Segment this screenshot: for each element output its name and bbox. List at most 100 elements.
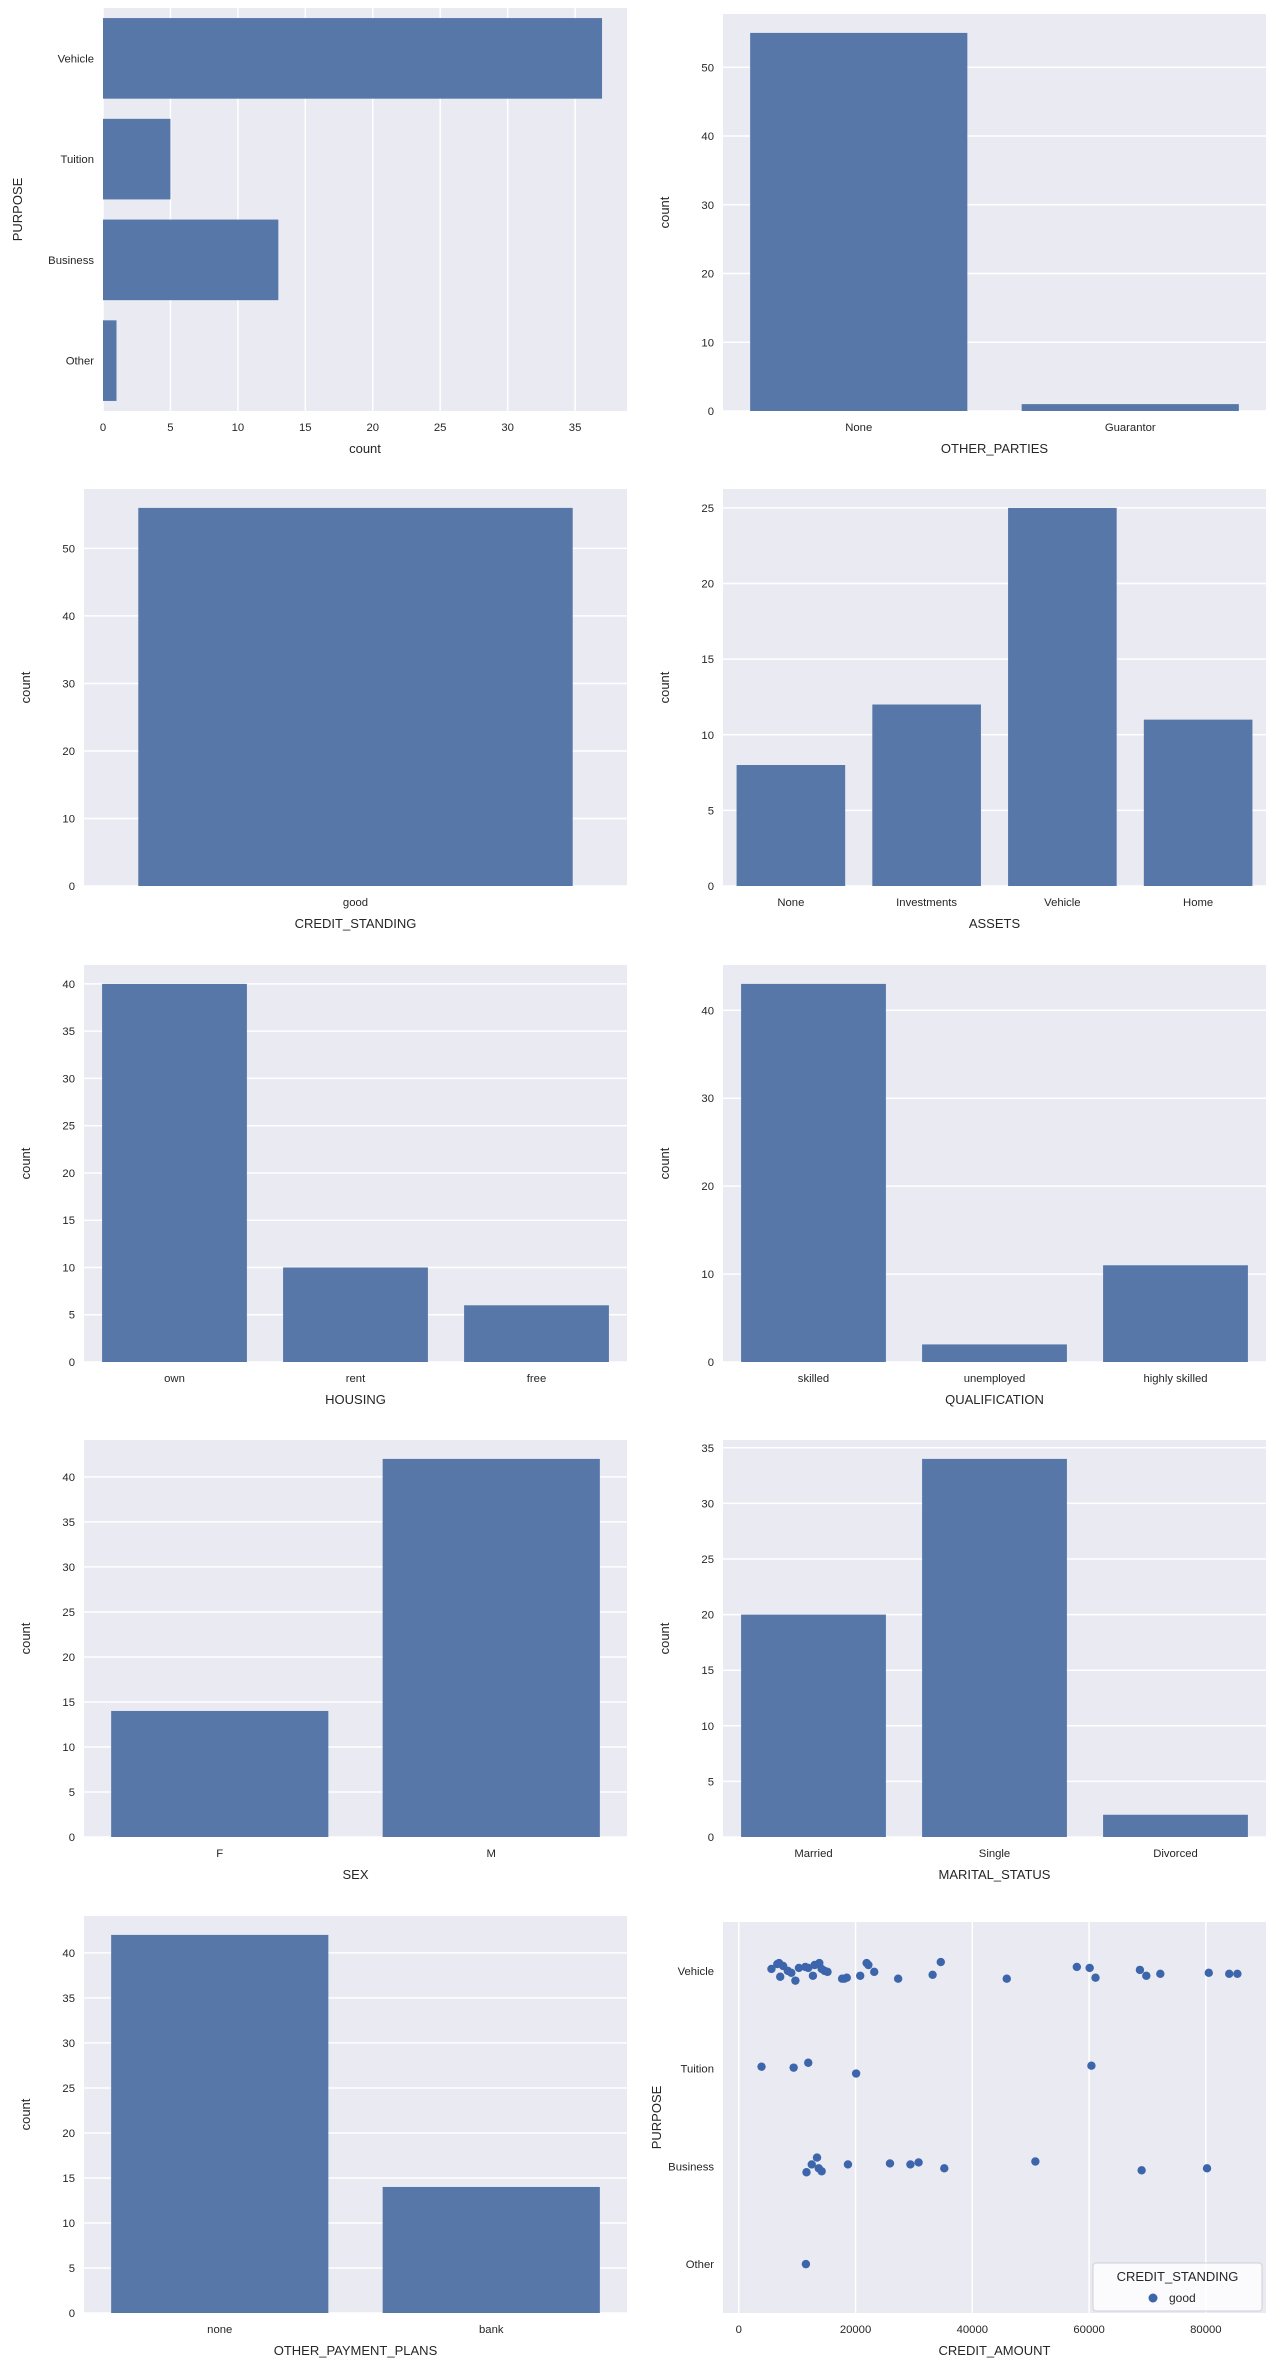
data-point-Business xyxy=(1202,2163,1212,2173)
bar-F xyxy=(111,1711,329,1838)
countplot-housing: 0 5 10 15 20 25 30 35 40 own rent free HOUSING count xyxy=(0,951,639,1426)
data-point-Business xyxy=(940,2163,949,2173)
data-point-Business xyxy=(906,2159,915,2169)
y-tick-label: 40 xyxy=(701,131,714,143)
x-axis-label: MARITAL_STATUS xyxy=(939,1867,1051,1882)
x-category-label: good xyxy=(343,897,368,909)
bar-None xyxy=(736,765,846,887)
data-point-Business xyxy=(802,2167,811,2177)
y-tick-label: 10 xyxy=(62,1742,75,1754)
y-tick-label: 15 xyxy=(62,2173,75,2185)
y-axis-label: count xyxy=(18,672,33,704)
y-tick-label: 15 xyxy=(701,655,714,667)
y-tick-label: 25 xyxy=(701,1554,714,1566)
y-tick-label: 50 xyxy=(62,544,75,556)
x-tick-label: 40000 xyxy=(957,2324,988,2336)
y-tick-label: 0 xyxy=(708,1357,714,1369)
x-tick-label: 0 xyxy=(100,422,106,434)
chart-canvas-assets: 0 5 10 15 20 25 None Investments Vehicle Home ASSE… xyxy=(657,489,1266,931)
x-tick-label: 80000 xyxy=(1190,2324,1221,2336)
bar-None xyxy=(750,32,968,412)
y-tick-label: 0 xyxy=(69,2308,75,2320)
y-tick-label: 30 xyxy=(62,2037,75,2049)
countplot-other-parties: 0 10 20 30 40 50 None Guarantor OTHER_PARTIES cou… xyxy=(639,0,1278,475)
data-point-Business xyxy=(1137,2165,1146,2175)
countplot-other-payment-plans: 0 5 10 15 20 25 30 35 40 none bank OTHER_PAYMENT_PL… xyxy=(0,1902,639,2377)
x-category-label: None xyxy=(845,422,872,434)
chart-canvas-purpose: 0 5 10 15 20 25 30 35 Vehicle Tuition Business Othe… xyxy=(10,8,627,456)
data-point-Vehicle xyxy=(1204,1968,1213,1977)
y-tick-label: 10 xyxy=(701,1721,714,1733)
y-tick-label: 0 xyxy=(708,406,714,418)
data-point-Vehicle xyxy=(1225,1969,1234,1978)
data-point-Vehicle xyxy=(936,1957,945,1966)
y-tick-label: 50 xyxy=(701,62,714,74)
data-point-Tuition xyxy=(1087,2061,1096,2070)
bar-unemployed xyxy=(922,1344,1067,1362)
x-tick-label: 25 xyxy=(434,422,447,434)
data-point-Vehicle xyxy=(842,1973,851,1982)
x-tick-label: 20 xyxy=(366,422,379,434)
countplot-credit-standing: 0 10 20 30 40 50 good CREDIT_STANDING count xyxy=(0,475,639,950)
data-point-Vehicle xyxy=(1002,1974,1011,1983)
x-category-label: Single xyxy=(979,1848,1010,1860)
x-axis-label: OTHER_PAYMENT_PLANS xyxy=(274,2343,438,2358)
x-category-label: bank xyxy=(479,2324,504,2336)
y-tick-label: 40 xyxy=(701,1005,714,1017)
bar-good xyxy=(138,508,573,887)
chart-canvas-credit-standing: 0 10 20 30 40 50 good CREDIT_STANDING count xyxy=(18,489,627,931)
y-tick-label: 40 xyxy=(62,611,75,623)
data-point-Vehicle xyxy=(870,1967,879,1976)
y-tick-label: 20 xyxy=(62,1652,75,1664)
y-category-label: Other xyxy=(66,356,94,368)
x-category-label: Investments xyxy=(896,897,957,909)
y-tick-label: 0 xyxy=(708,1832,714,1844)
y-tick-label: 30 xyxy=(701,1499,714,1511)
data-point-Vehicle xyxy=(787,1968,796,1977)
data-point-Business xyxy=(843,2159,853,2169)
data-point-Vehicle xyxy=(1156,1969,1165,1978)
y-axis-label: count xyxy=(18,2098,33,2130)
legend-label: good xyxy=(1169,2291,1196,2305)
bar-Guarantor xyxy=(1021,404,1239,411)
y-tick-label: 25 xyxy=(62,1120,75,1132)
data-point-Vehicle xyxy=(1135,1965,1145,1974)
x-axis-label: HOUSING xyxy=(325,1392,386,1407)
y-tick-label: 35 xyxy=(62,1026,75,1038)
y-axis-label: PURPOSE xyxy=(649,2085,664,2149)
chart-canvas-other-parties: 0 10 20 30 40 50 None Guarantor OTHER_PARTIES cou… xyxy=(657,14,1266,456)
y-tick-label: 40 xyxy=(62,1947,75,1959)
data-point-Vehicle xyxy=(791,1976,800,1985)
x-category-label: Home xyxy=(1183,897,1213,909)
data-point-Vehicle xyxy=(1072,1962,1082,1971)
data-point-Vehicle xyxy=(893,1974,903,1983)
y-tick-label: 20 xyxy=(701,1181,714,1193)
data-point-Business xyxy=(1031,2156,1040,2166)
data-point-Business xyxy=(914,2157,923,2167)
data-point-Business xyxy=(812,2152,822,2162)
y-tick-label: 5 xyxy=(69,2263,75,2275)
data-point-Vehicle xyxy=(864,1960,873,1969)
y-tick-label: 15 xyxy=(62,1215,75,1227)
x-category-label: Divorced xyxy=(1153,1848,1198,1860)
y-tick-label: 40 xyxy=(62,979,75,991)
y-category-label: Vehicle xyxy=(678,1965,714,1977)
data-point-Business xyxy=(807,2159,816,2169)
data-point-Vehicle xyxy=(808,1971,818,1980)
y-tick-label: 20 xyxy=(62,746,75,758)
x-axis-label: CREDIT_AMOUNT xyxy=(939,2343,1051,2358)
stripplot-credit-amount-purpose: 0 20000 40000 60000 80000 Vehicle Tuition Busin… xyxy=(639,1902,1278,2377)
y-tick-label: 15 xyxy=(701,1665,714,1677)
bar-free xyxy=(464,1305,609,1362)
y-axis-label: count xyxy=(657,1622,672,1654)
bar-Other xyxy=(103,320,117,401)
y-category-label: Other xyxy=(686,2259,714,2271)
y-tick-label: 5 xyxy=(69,1787,75,1799)
bar-M xyxy=(382,1459,600,1838)
chart-canvas-housing: 0 5 10 15 20 25 30 35 40 own rent free HOUSING count xyxy=(18,964,627,1407)
y-tick-label: 10 xyxy=(62,2218,75,2230)
y-tick-label: 35 xyxy=(62,1517,75,1529)
x-category-label: skilled xyxy=(798,1373,829,1385)
countplot-qualification: 0 10 20 30 40 skilled unemployed highly skilled… xyxy=(639,951,1278,1426)
bar-rent xyxy=(283,1267,428,1362)
